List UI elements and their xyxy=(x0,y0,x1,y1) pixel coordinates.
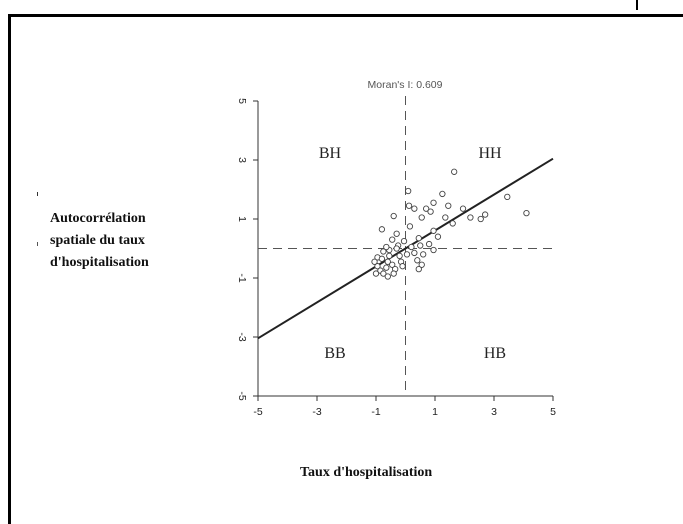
data-point xyxy=(418,214,425,221)
data-point xyxy=(420,251,427,258)
y-axis-label-line-3: d'hospitalisation xyxy=(50,255,149,270)
data-point xyxy=(481,211,489,218)
data-point xyxy=(393,230,400,237)
data-point xyxy=(467,214,474,221)
scan-mark xyxy=(37,242,38,246)
data-point xyxy=(459,205,467,212)
data-point xyxy=(415,265,422,273)
y-axis-label-line-1: Autocorrélation xyxy=(50,211,146,226)
data-point xyxy=(411,249,418,257)
data-point xyxy=(430,227,437,234)
data-point xyxy=(411,205,418,212)
data-point xyxy=(414,257,421,264)
data-point xyxy=(396,252,403,260)
data-point xyxy=(449,220,456,227)
x-tick-label: 3 xyxy=(491,406,497,418)
data-point xyxy=(406,223,414,230)
data-point xyxy=(439,190,446,198)
regression-line xyxy=(257,157,554,340)
data-point xyxy=(427,208,434,215)
x-tick-label: -1 xyxy=(371,406,380,418)
quadrant-label-bh: BH xyxy=(319,145,342,162)
data-point xyxy=(399,263,406,270)
y-axis-label: Autocorrélation spatiale du taux d'hospi… xyxy=(50,208,210,274)
x-tick-label: -5 xyxy=(253,406,262,418)
data-point xyxy=(384,273,391,280)
y-tick-label: 1 xyxy=(236,216,248,222)
data-point xyxy=(417,242,424,249)
data-point xyxy=(383,243,390,251)
data-point xyxy=(383,264,390,271)
y-tick-label: -3 xyxy=(236,332,248,341)
y-tick-label: 5 xyxy=(236,98,248,104)
data-point xyxy=(422,205,430,212)
data-point xyxy=(418,261,425,268)
data-point xyxy=(400,237,408,245)
data-point xyxy=(384,258,391,265)
data-point xyxy=(434,233,442,240)
data-point xyxy=(405,187,412,195)
data-point xyxy=(374,263,381,270)
data-point xyxy=(390,212,397,220)
frame-edge-mark xyxy=(636,0,638,10)
y-tick-label: 3 xyxy=(236,157,248,163)
y-axis-label-line-2: spatiale du taux xyxy=(50,233,145,248)
data-point xyxy=(415,235,422,242)
data-point xyxy=(403,251,411,258)
quadrant-label-bb: BB xyxy=(324,345,345,362)
data-point xyxy=(386,252,393,260)
x-tick-label: -3 xyxy=(312,406,321,418)
x-axis-label: Taux d'hospitalisation xyxy=(300,465,433,480)
quadrant-label-hh: HH xyxy=(478,145,502,162)
data-point xyxy=(477,215,484,223)
data-point xyxy=(442,214,449,221)
data-point xyxy=(393,245,400,252)
data-point xyxy=(378,255,386,262)
scan-mark xyxy=(37,192,38,196)
data-point xyxy=(451,168,458,175)
x-tick-label: 1 xyxy=(432,406,438,418)
data-point xyxy=(445,202,452,209)
data-point xyxy=(405,202,413,209)
data-point xyxy=(380,270,387,277)
y-tick-label: -1 xyxy=(236,273,248,282)
x-tick-label: 5 xyxy=(550,406,556,418)
data-point xyxy=(390,270,397,277)
y-tick-label: -5 xyxy=(236,391,248,400)
data-point xyxy=(523,209,530,217)
data-point xyxy=(504,193,511,201)
data-point xyxy=(371,258,378,265)
data-point xyxy=(389,236,396,243)
data-point xyxy=(378,226,386,233)
chart-title: Moran's I: 0.609 xyxy=(368,79,443,91)
data-point xyxy=(380,248,387,255)
data-point xyxy=(389,261,396,268)
data-point xyxy=(430,199,437,206)
data-point xyxy=(408,243,415,251)
data-point xyxy=(425,240,433,248)
data-point xyxy=(372,270,380,277)
quadrant-label-hb: HB xyxy=(484,345,506,362)
data-point xyxy=(430,246,437,254)
figure-frame xyxy=(8,14,683,524)
